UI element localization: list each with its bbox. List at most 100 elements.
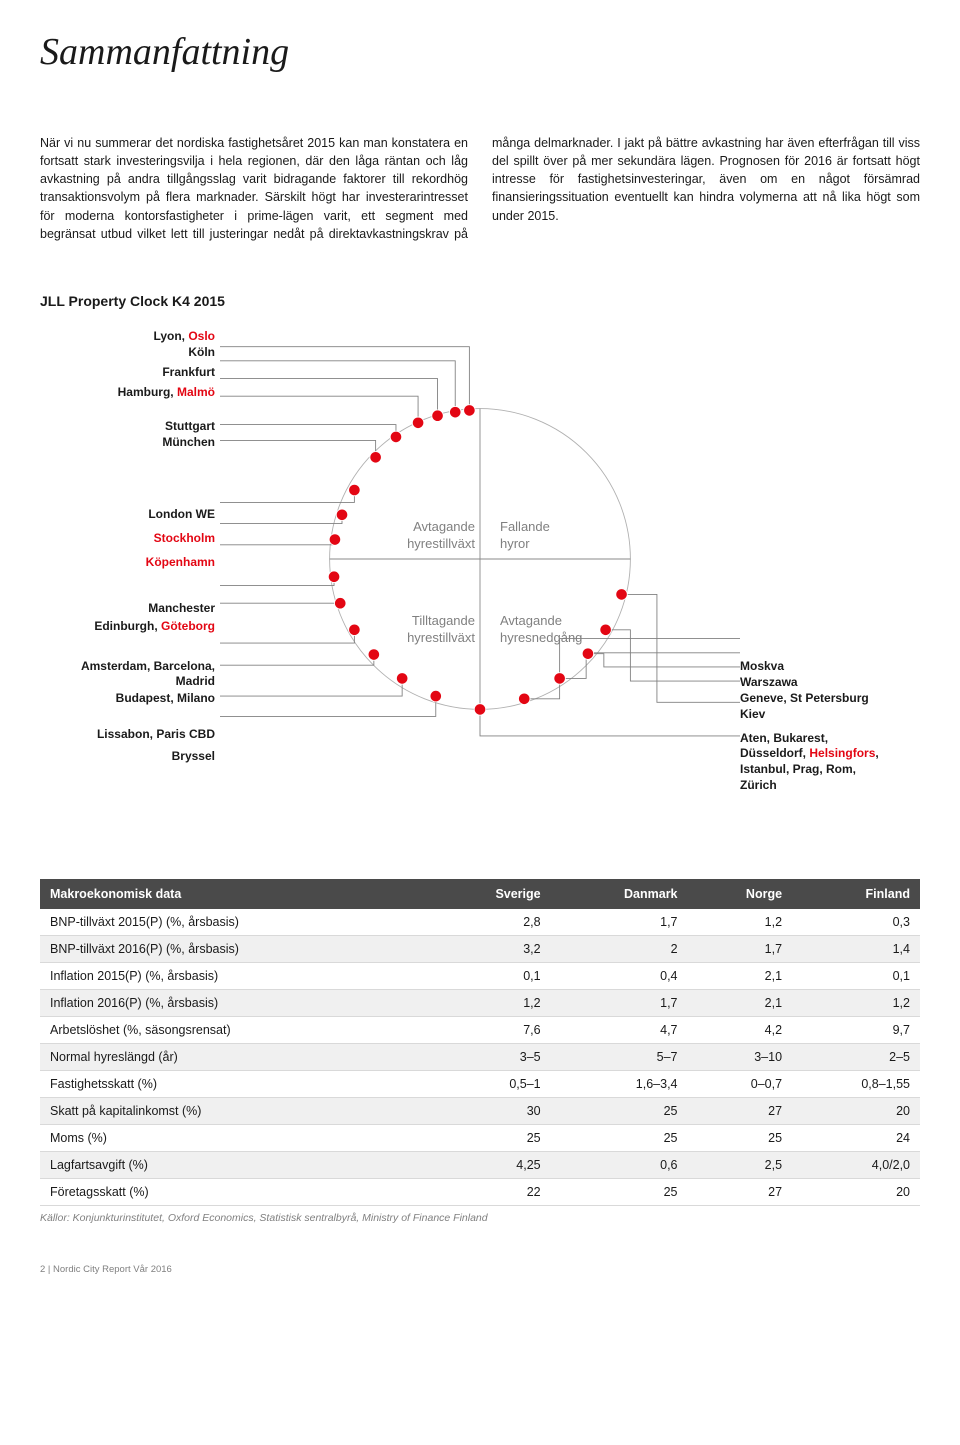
clock-dot bbox=[432, 410, 444, 422]
table-cell: 1,4 bbox=[792, 935, 920, 962]
clock-svg bbox=[220, 329, 740, 789]
clock-dot bbox=[554, 672, 566, 684]
table-row: Moms (%)25252524 bbox=[40, 1124, 920, 1151]
table-cell: 27 bbox=[688, 1178, 793, 1205]
table-cell: 1,7 bbox=[551, 909, 688, 936]
clock-dot bbox=[370, 451, 382, 463]
table-cell: Inflation 2015(P) (%, årsbasis) bbox=[40, 962, 429, 989]
table-cell: 20 bbox=[792, 1097, 920, 1124]
table-cell: 9,7 bbox=[792, 1016, 920, 1043]
table-cell: 2,1 bbox=[688, 962, 793, 989]
table-cell: 0,1 bbox=[429, 962, 550, 989]
table-cell: Normal hyreslängd (år) bbox=[40, 1043, 429, 1070]
clock-dot bbox=[412, 417, 424, 429]
table-column-header: Danmark bbox=[551, 879, 688, 909]
table-cell: 4,7 bbox=[551, 1016, 688, 1043]
city-label: Lissabon, Paris CBD bbox=[97, 727, 215, 743]
table-row: BNP-tillväxt 2016(P) (%, årsbasis)3,221,… bbox=[40, 935, 920, 962]
table-cell: 0,6 bbox=[551, 1151, 688, 1178]
table-cell: 27 bbox=[688, 1097, 793, 1124]
table-cell: 2,8 bbox=[429, 909, 550, 936]
clock-title: JLL Property Clock K4 2015 bbox=[40, 293, 920, 309]
table-row: Inflation 2015(P) (%, årsbasis)0,10,42,1… bbox=[40, 962, 920, 989]
city-label: London WE bbox=[148, 507, 215, 523]
table-cell: 1,7 bbox=[688, 935, 793, 962]
body-paragraph: När vi nu summerar det nordiska fastighe… bbox=[40, 134, 920, 243]
table-cell: 25 bbox=[551, 1124, 688, 1151]
table-cell: Företagsskatt (%) bbox=[40, 1178, 429, 1205]
clock-dot bbox=[464, 404, 476, 416]
table-cell: 0,5–1 bbox=[429, 1070, 550, 1097]
table-cell: 0,3 bbox=[792, 909, 920, 936]
table-row: BNP-tillväxt 2015(P) (%, årsbasis)2,81,7… bbox=[40, 909, 920, 936]
clock-dot bbox=[600, 624, 612, 636]
table-cell: BNP-tillväxt 2016(P) (%, årsbasis) bbox=[40, 935, 429, 962]
table-cell: 0–0,7 bbox=[688, 1070, 793, 1097]
property-clock: Avtagandehyrestillväxt Fallandehyror Til… bbox=[40, 329, 920, 849]
table-cell: 3–10 bbox=[688, 1043, 793, 1070]
table-cell: 25 bbox=[551, 1097, 688, 1124]
clock-dot bbox=[518, 693, 530, 705]
table-row: Normal hyreslängd (år)3–55–73–102–5 bbox=[40, 1043, 920, 1070]
clock-dot bbox=[474, 703, 486, 715]
city-label: Köpenhamn bbox=[146, 555, 215, 571]
table-column-header: Sverige bbox=[429, 879, 550, 909]
table-cell: 1,6–3,4 bbox=[551, 1070, 688, 1097]
clock-dot bbox=[328, 571, 340, 583]
clock-dot bbox=[430, 690, 442, 702]
table-cell: 1,2 bbox=[688, 909, 793, 936]
macro-table: Makroekonomisk dataSverigeDanmarkNorgeFi… bbox=[40, 879, 920, 1206]
quadrant-bl: Tilltagandehyrestillväxt bbox=[385, 613, 475, 647]
city-label: Aten, Bukarest,Düsseldorf, Helsingfors,I… bbox=[740, 731, 879, 793]
table-cell: 2–5 bbox=[792, 1043, 920, 1070]
city-label: Budapest, Milano bbox=[116, 691, 215, 707]
table-cell: 2,5 bbox=[688, 1151, 793, 1178]
table-cell: 30 bbox=[429, 1097, 550, 1124]
city-label: München bbox=[162, 435, 215, 451]
quadrant-br: Avtagandehyresnedgång bbox=[500, 613, 582, 647]
table-cell: 25 bbox=[429, 1124, 550, 1151]
table-cell: Skatt på kapitalinkomst (%) bbox=[40, 1097, 429, 1124]
table-title-cell: Makroekonomisk data bbox=[40, 879, 429, 909]
table-cell: 5–7 bbox=[551, 1043, 688, 1070]
table-cell: 4,0/2,0 bbox=[792, 1151, 920, 1178]
table-row: Inflation 2016(P) (%, årsbasis)1,21,72,1… bbox=[40, 989, 920, 1016]
table-cell: 3–5 bbox=[429, 1043, 550, 1070]
table-cell: Arbetslöshet (%, säsongsrensat) bbox=[40, 1016, 429, 1043]
city-label: Hamburg, Malmö bbox=[118, 385, 215, 401]
city-label: Kiev bbox=[740, 707, 765, 723]
quadrant-tr: Fallandehyror bbox=[500, 519, 550, 553]
clock-dot bbox=[616, 588, 628, 600]
table-cell: 25 bbox=[688, 1124, 793, 1151]
table-cell: Fastighetsskatt (%) bbox=[40, 1070, 429, 1097]
city-label: Geneve, St Petersburg bbox=[740, 691, 869, 707]
table-cell: 20 bbox=[792, 1178, 920, 1205]
table-cell: Moms (%) bbox=[40, 1124, 429, 1151]
clock-dot bbox=[334, 597, 346, 609]
table-cell: 7,6 bbox=[429, 1016, 550, 1043]
page-footer: 2 | Nordic City Report Vår 2016 bbox=[40, 1264, 920, 1275]
clock-dot bbox=[349, 484, 361, 496]
city-label: Moskva bbox=[740, 659, 784, 675]
city-label: Frankfurt bbox=[162, 365, 215, 381]
table-cell: 3,2 bbox=[429, 935, 550, 962]
city-label: Warszawa bbox=[740, 675, 798, 691]
table-column-header: Finland bbox=[792, 879, 920, 909]
table-cell: Inflation 2016(P) (%, årsbasis) bbox=[40, 989, 429, 1016]
table-cell: 1,2 bbox=[792, 989, 920, 1016]
table-cell: 0,8–1,55 bbox=[792, 1070, 920, 1097]
quadrant-tl: Avtagandehyrestillväxt bbox=[385, 519, 475, 553]
table-row: Arbetslöshet (%, säsongsrensat)7,64,74,2… bbox=[40, 1016, 920, 1043]
table-cell: BNP-tillväxt 2015(P) (%, årsbasis) bbox=[40, 909, 429, 936]
table-row: Fastighetsskatt (%)0,5–11,6–3,40–0,70,8–… bbox=[40, 1070, 920, 1097]
city-label: Stuttgart bbox=[165, 419, 215, 435]
clock-dot bbox=[349, 624, 361, 636]
table-cell: 2 bbox=[551, 935, 688, 962]
table-cell: 0,4 bbox=[551, 962, 688, 989]
table-column-header: Norge bbox=[688, 879, 793, 909]
table-cell: Lagfartsavgift (%) bbox=[40, 1151, 429, 1178]
city-label: Bryssel bbox=[172, 749, 215, 765]
city-label: Amsterdam, Barcelona,Madrid bbox=[81, 659, 215, 690]
clock-dot bbox=[396, 672, 408, 684]
table-row: Skatt på kapitalinkomst (%)30252720 bbox=[40, 1097, 920, 1124]
